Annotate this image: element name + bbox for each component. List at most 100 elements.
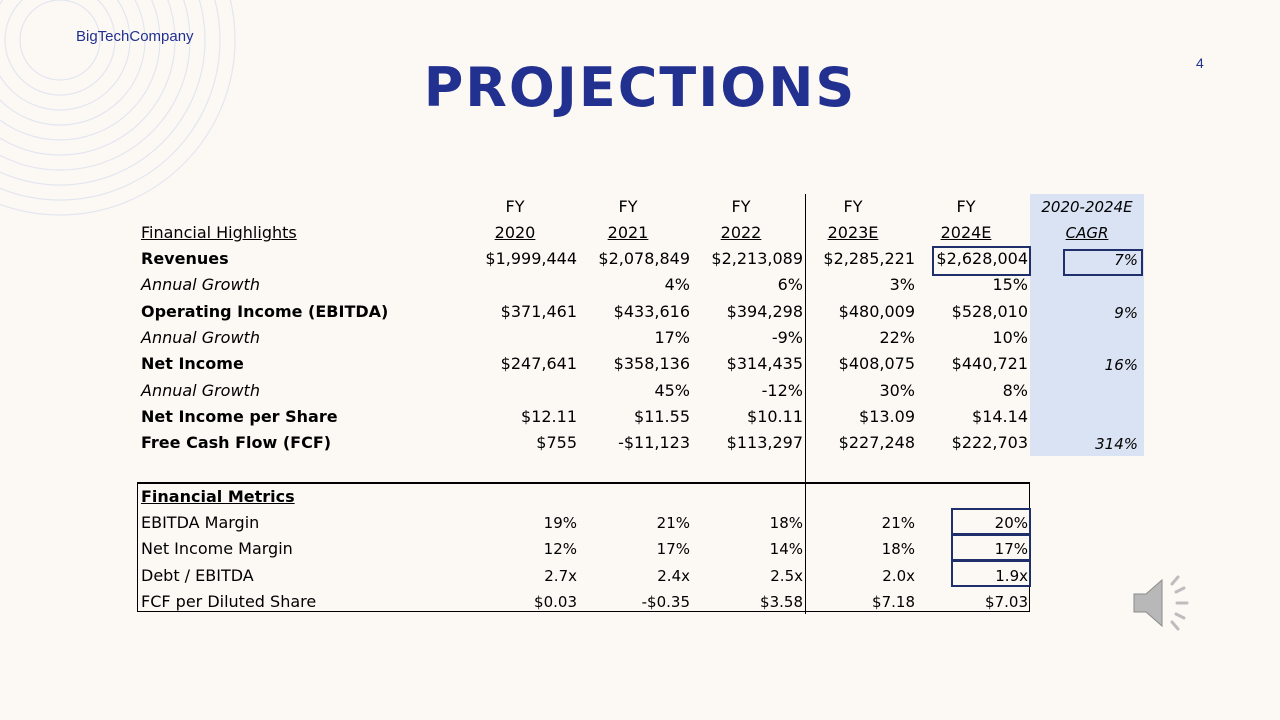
table-cell: $11.55 [634,406,690,426]
cagr-cell [1034,379,1138,405]
metric-label: Net Income Margin [141,539,293,559]
metric-cell: $0.03 [534,592,577,611]
section-label-highlights: Financial Highlights [141,223,297,242]
row-label: Net Income [141,354,244,374]
company-name: BigTechCompany [76,28,194,45]
table-cell: 15% [992,275,1028,295]
metric-cell: 2.5x [770,566,803,585]
highlight-revenue-cagr [1063,249,1143,276]
column-header-year: 2023E [827,223,879,242]
table-cell: -9% [771,327,803,347]
table-cell: -12% [761,380,803,400]
table-cell: $2,628,004 [936,249,1028,268]
column-header-year: 2022 [720,223,762,242]
table-cell: 22% [879,327,915,347]
table-cell: $247,641 [500,354,577,374]
table-cell [467,325,577,351]
row-label: Operating Income (EBITDA) [141,301,389,321]
column-header-year: 2021 [607,223,649,242]
column-header-fy: FY [956,197,976,216]
metric-cell: 20% [994,514,1028,532]
cagr-cell [1034,405,1138,431]
highlight-ebitda-margin-2024 [951,508,1031,535]
column-header-year: 2020 [494,223,536,242]
metric-cell: $3.58 [760,592,803,611]
column-header-year: 2024E [940,223,992,242]
table-cell: $408,075 [838,354,915,374]
metric-label: Debt / EBITDA [141,565,254,585]
column-header-fy: FY [731,197,751,216]
metric-cell: 12% [543,540,577,559]
cagr-header-label: CAGR [1065,224,1109,242]
table-cell: $10.11 [747,406,803,426]
table-cell: $480,009 [838,301,915,321]
table-cell [467,378,577,404]
table-cell: $222,703 [951,433,1028,453]
metric-cell: $7.18 [872,592,915,611]
cagr-cell: 7% [1114,251,1138,269]
section-label-metrics: Financial Metrics [141,487,295,506]
column-header-fy: FY [618,197,638,216]
actual-estimate-divider [805,194,806,614]
metric-cell: 17% [656,540,690,559]
metric-cell: 18% [769,514,803,532]
metric-label: FCF per Diluted Share [141,591,317,611]
cagr-cell: 314% [1095,435,1138,454]
table-cell: 8% [1002,380,1028,400]
highlight-net-income-margin-2024 [951,534,1031,561]
cagr-cell [1034,273,1138,299]
table-cell: 4% [664,275,690,295]
table-cell: -$11,123 [618,433,690,453]
row-label: Free Cash Flow (FCF) [141,433,332,453]
table-cell: 6% [777,275,803,295]
cagr-cell: 16% [1104,356,1138,375]
table-cell [467,272,577,298]
table-cell: $528,010 [951,301,1028,321]
table-cell: $440,721 [951,354,1028,374]
metric-label: EBITDA Margin [141,513,260,532]
table-cell: 3% [889,275,915,295]
metric-cell: 21% [656,514,690,532]
speaker-icon[interactable] [1130,572,1196,634]
table-cell: $394,298 [726,301,803,321]
row-label: Revenues [141,249,229,268]
metric-cell: 2.7x [544,566,577,585]
metric-cell: 2.0x [882,566,915,585]
column-header-fy: FY [843,197,863,216]
highlight-debt-ebitda-2024 [951,560,1031,587]
cagr-cell [1034,326,1138,352]
table-cell: 45% [654,380,690,400]
column-header-fy: FY [505,197,525,216]
table-cell: $13.09 [859,406,915,426]
decorative-arcs [0,0,236,216]
table-cell: $2,285,221 [823,249,915,268]
table-cell: $227,248 [838,433,915,453]
table-cell: 17% [654,327,690,347]
metric-cell: 14% [769,540,803,559]
table-cell: $14.14 [972,406,1028,426]
table-cell: $358,136 [613,354,690,374]
page-title: PROJECTIONS [423,56,857,119]
row-label: Net Income per Share [141,406,338,426]
metric-cell: 18% [881,540,915,559]
page-number: 4 [1196,55,1204,71]
row-label: Annual Growth [141,380,260,400]
metric-cell: 21% [881,514,915,532]
metric-cell: $7.03 [985,592,1028,611]
table-cell: $433,616 [613,301,690,321]
metric-cell: 1.9x [995,566,1028,585]
metric-cell: 19% [543,514,577,532]
table-cell: $12.11 [521,406,577,426]
table-cell: $755 [536,433,577,453]
metric-cell: 17% [994,540,1028,559]
metric-cell: 2.4x [657,566,690,585]
table-cell: 30% [879,380,915,400]
highlight-revenue-2024 [932,246,1031,276]
table-cell: $2,078,849 [598,249,690,268]
row-label: Annual Growth [141,275,260,295]
table-cell: $314,435 [726,354,803,374]
table-cell: $371,461 [500,301,577,321]
cagr-column-fill [1030,194,1144,456]
table-cell: $2,213,089 [711,249,803,268]
